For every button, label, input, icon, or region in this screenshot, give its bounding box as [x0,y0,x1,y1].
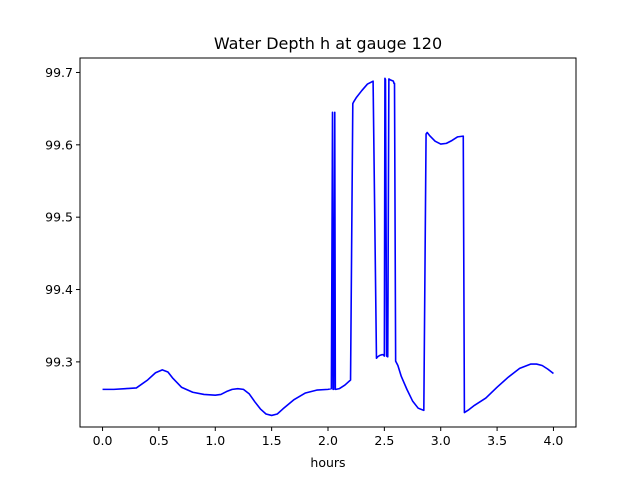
chart-title: Water Depth h at gauge 120 [214,34,442,53]
x-tick-label: 3.0 [431,433,451,448]
y-tick-label: 99.3 [45,354,73,369]
y-axis: 99.3 99.4 99.5 99.6 99.7 [45,65,80,369]
y-tick-label: 99.4 [45,282,73,297]
x-axis-label: hours [310,455,345,470]
x-tick-label: 2.0 [318,433,338,448]
x-axis: 0.0 0.5 1.0 1.5 2.0 2.5 3.0 3.5 4.0 [93,427,564,448]
plot-area [79,57,577,428]
y-tick-label: 99.6 [45,137,73,152]
x-tick-label: 1.5 [262,433,282,448]
plot-frame [79,57,577,428]
x-tick-label: 3.5 [487,433,507,448]
series-line [102,77,554,417]
x-tick-label: 4.0 [544,433,564,448]
y-tick-label: 99.5 [45,210,73,225]
x-tick-label: 2.5 [374,433,394,448]
x-tick-label: 0.0 [93,433,113,448]
x-tick-label: 0.5 [149,433,169,448]
x-tick-label: 1.0 [205,433,225,448]
y-tick-label: 99.7 [45,65,73,80]
